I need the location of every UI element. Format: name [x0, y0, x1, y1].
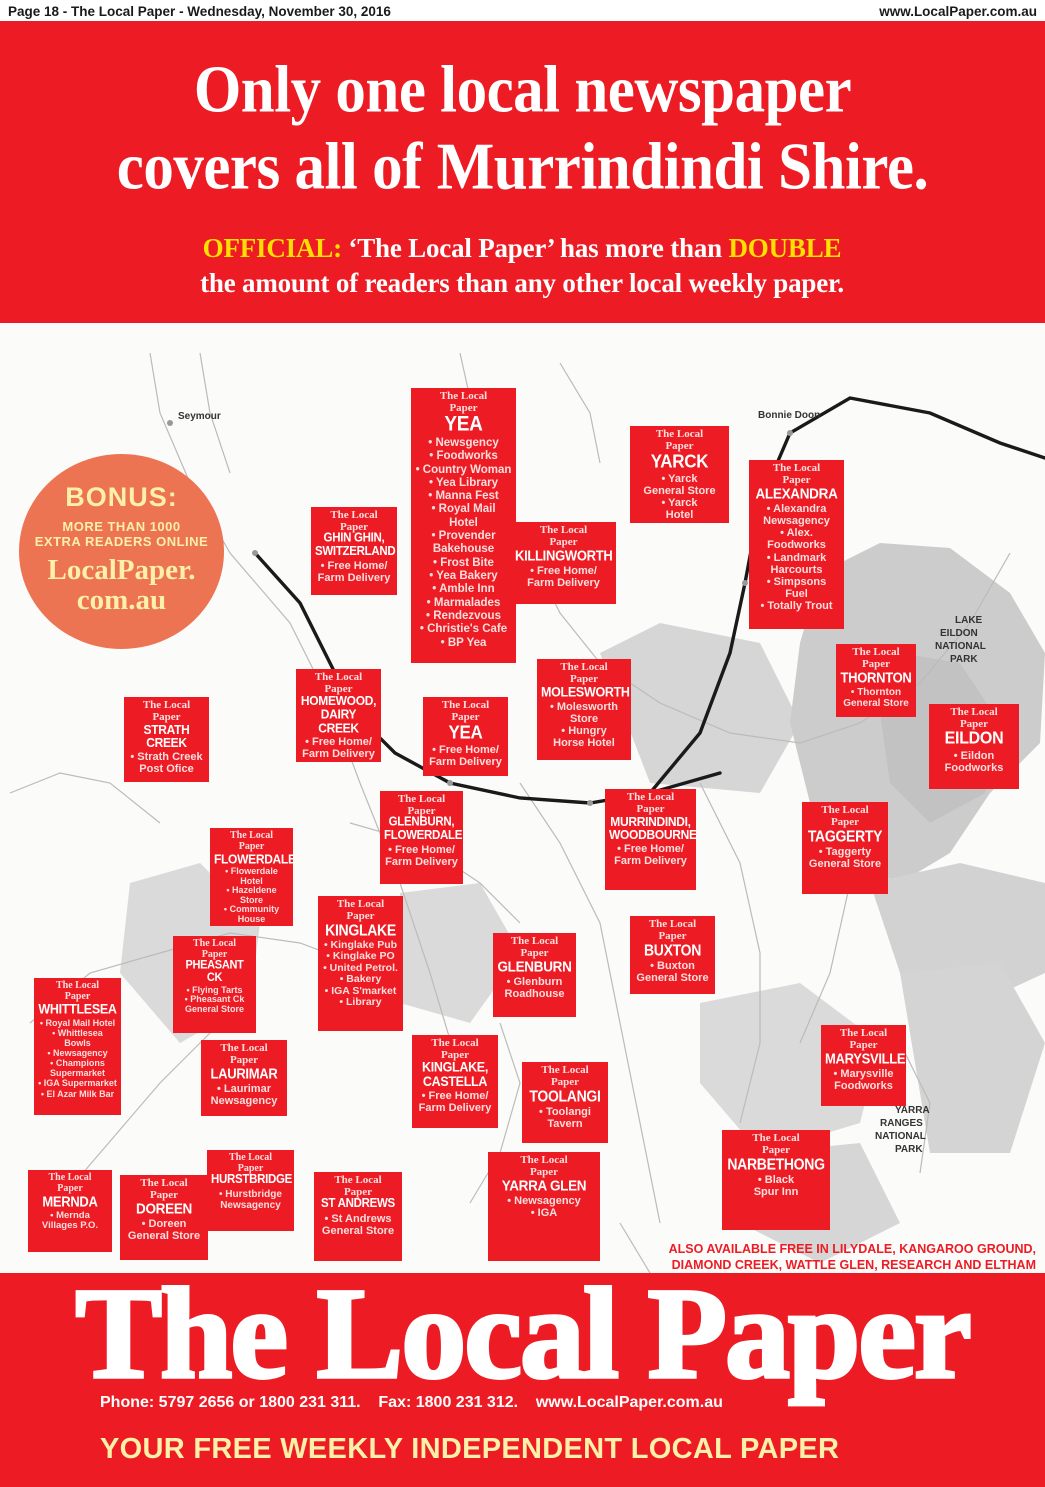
svg-text:Bonnie Doon: Bonnie Doon	[758, 410, 820, 421]
svg-text:NATIONAL: NATIONAL	[935, 641, 986, 652]
svg-text:NATIONAL: NATIONAL	[875, 1131, 926, 1142]
svg-text:PARK: PARK	[950, 654, 978, 665]
svg-text:RANGES: RANGES	[880, 1118, 923, 1129]
svg-text:PARK: PARK	[895, 1144, 923, 1155]
svg-text:Seymour: Seymour	[178, 411, 221, 422]
svg-text:LAKE: LAKE	[955, 615, 983, 626]
svg-text:EILDON: EILDON	[940, 628, 978, 639]
svg-text:YARRA: YARRA	[895, 1105, 930, 1116]
